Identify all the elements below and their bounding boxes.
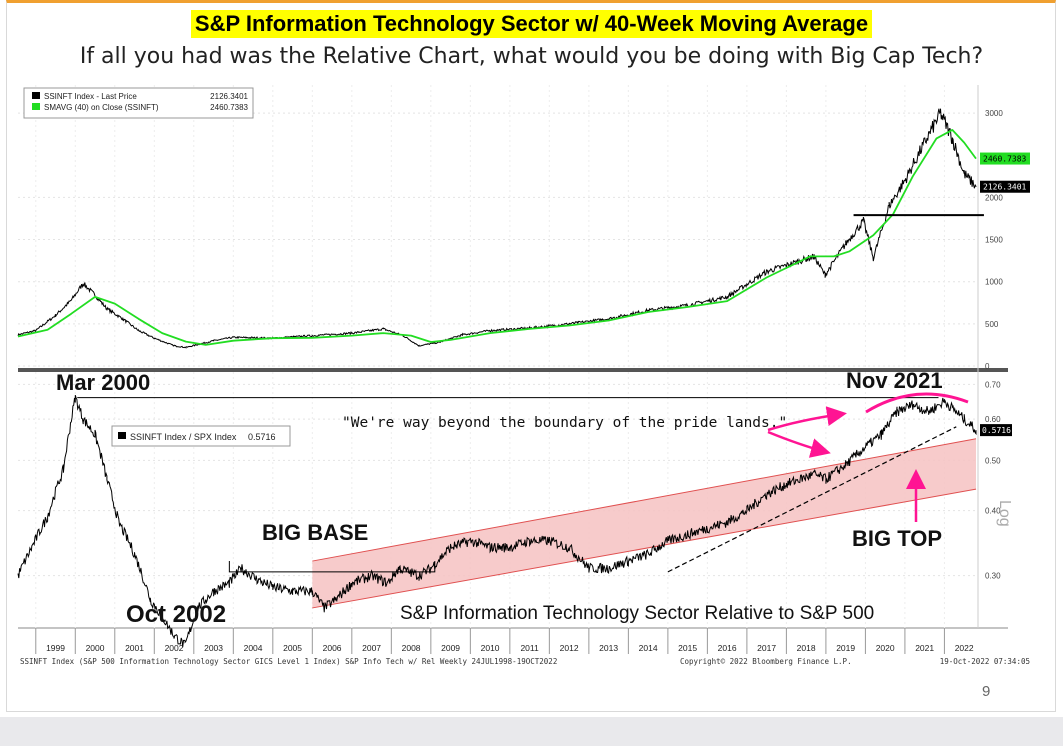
bottom-y-tick-label: 0.40 <box>985 507 1001 516</box>
x-tick-label: 2009 <box>441 643 460 653</box>
top-y-tick-label: 3000 <box>985 109 1003 118</box>
slide-subtitle: If all you had was the Relative Chart, w… <box>79 44 984 69</box>
legend-swatch-price <box>32 92 40 99</box>
top-y-tick-label: 1500 <box>985 236 1003 245</box>
x-tick-label: 2016 <box>718 643 737 653</box>
bottom-value-tag-label: 0.5716 <box>982 426 1011 435</box>
legend-swatch-sma <box>32 103 40 110</box>
top-value-tag-bg <box>980 180 1030 193</box>
relative-chart-caption: S&P Information Technology Sector Relati… <box>400 603 874 624</box>
top-panel-bg <box>18 85 978 368</box>
top-legend: SSINFT Index - Last Price 2126.3401 SMAV… <box>23 87 254 119</box>
x-tick-label: 2007 <box>362 643 381 653</box>
x-tick-label: 2006 <box>323 643 342 653</box>
top-y-tick-label: 0 <box>985 362 990 371</box>
x-tick-label: 2018 <box>797 643 816 653</box>
top-arc <box>865 392 969 414</box>
quote-arrow-lower <box>767 430 831 458</box>
trough-label: Oct 2002 <box>126 601 226 628</box>
channel-lower-line <box>312 488 977 609</box>
relative-ratio-line <box>17 394 977 648</box>
top-value-tag-label: 2460.7383 <box>983 155 1027 164</box>
top-y-tick-label: 2000 <box>985 193 1003 202</box>
peak-label: Mar 2000 <box>56 370 150 395</box>
top-y-tick-label: 500 <box>985 320 999 329</box>
x-tick-label: 2013 <box>599 643 618 653</box>
bottom-y-tick-label: 0.60 <box>985 415 1001 424</box>
x-tick-label: 2002 <box>165 643 184 653</box>
legend-swatch-ratio <box>118 432 126 439</box>
sma-line <box>17 128 977 346</box>
top-gridlines <box>18 85 978 368</box>
x-tick-label: 2012 <box>560 643 579 653</box>
x-tick-label: 2008 <box>402 643 421 653</box>
bloomberg-chart: 0 500 1000 1500 2000 3000 0.30 0.40 0.50 0.60 0.7… <box>17 85 1030 666</box>
legend-ratio-label: SSINFT Index / SPX Index <box>130 432 237 442</box>
x-tick-label: 2005 <box>283 643 302 653</box>
x-tick-label: 2014 <box>639 643 658 653</box>
trend-channel <box>312 438 977 609</box>
slide-title: S&P Information Technology Sector w/ 40-… <box>190 10 873 38</box>
x-tick-label: 1999 <box>46 643 65 653</box>
dashed-support-line <box>667 426 957 573</box>
legend-price-value: 2126.3401 <box>210 92 248 101</box>
x-tick-label: 2021 <box>915 643 934 653</box>
bottom-y-tick-label: 0.50 <box>985 456 1001 465</box>
top-label: BIG TOP <box>852 526 942 551</box>
legend-ratio-value: 0.5716 <box>248 432 276 442</box>
channel-fill <box>312 438 977 608</box>
page-number: 9 <box>982 683 991 700</box>
quote-arrow-upper <box>767 406 847 432</box>
x-tick-label: 2015 <box>678 643 697 653</box>
top-y-ticks: 0 500 1000 1500 2000 3000 <box>985 109 1003 371</box>
top-value-tag-bg <box>980 152 1030 165</box>
legend-price-label: SSINFT Index - Last Price <box>44 92 137 101</box>
bottom-series <box>17 394 977 648</box>
y-axis-strip <box>978 85 1008 628</box>
x-tick-label: 2010 <box>481 643 500 653</box>
slide-frame <box>6 0 1056 712</box>
bottom-y-tick-label: 0.30 <box>985 572 1001 581</box>
top-y-tick-label: 1000 <box>985 278 1003 287</box>
x-axis-ticks: 1999 2000 2001 2002 2003 2004 2005 2006 2007 2008… <box>35 628 974 654</box>
footer-left: SSINFT Index (S&P 500 Information Techno… <box>20 657 557 666</box>
x-tick-label: 2017 <box>757 643 776 653</box>
annotation-overlay <box>767 392 969 522</box>
x-tick-label: 2020 <box>876 643 895 653</box>
x-tick-label: 2004 <box>244 643 263 653</box>
bottom-y-ticks: 0.30 0.40 0.50 0.60 0.70 <box>985 380 1001 580</box>
top-series <box>17 108 984 349</box>
x-tick-label: 2022 <box>955 643 974 653</box>
bottom-legend: SSINFT Index / SPX Index 0.5716 <box>111 425 291 447</box>
base-label: BIG BASE <box>262 520 368 545</box>
x-tick-label: 2019 <box>836 643 855 653</box>
top-peak-label: Nov 2021 <box>846 368 943 393</box>
x-tick-label: 2011 <box>520 643 539 653</box>
footer-right: 19-Oct-2022 07:34:05 <box>940 657 1030 666</box>
quote-annotation: "We're way beyond the boundary of the pr… <box>342 415 787 431</box>
log-axis-label: Log <box>996 500 1013 527</box>
legend-sma-label: SMAVG (40) on Close (SSINFT) <box>44 103 159 112</box>
panel-divider <box>18 368 1008 372</box>
price-line <box>17 108 977 349</box>
bottom-strip <box>0 717 1063 746</box>
x-tick-label: 2000 <box>86 643 105 653</box>
base-bracket <box>228 561 436 573</box>
x-tick-label: 2001 <box>125 643 144 653</box>
legend-sma-value: 2460.7383 <box>210 103 248 112</box>
top-value-tag-label: 2126.3401 <box>983 183 1027 192</box>
bottom-value-tag-bg <box>980 424 1012 437</box>
x-tick-label: 2003 <box>204 643 223 653</box>
footer-center: Copyright© 2022 Bloomberg Finance L.P. <box>680 657 852 666</box>
channel-upper-line <box>312 438 977 562</box>
bottom-y-tick-label: 0.70 <box>985 380 1001 389</box>
value-tags: 2460.7383 2126.3401 0.5716 <box>980 152 1030 437</box>
slide: S&P Information Technology Sector w/ 40-… <box>0 0 1063 717</box>
